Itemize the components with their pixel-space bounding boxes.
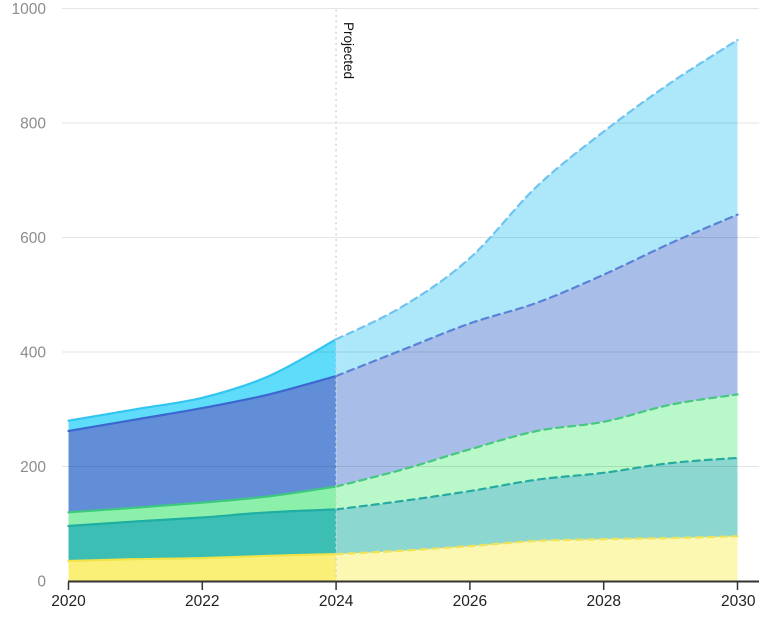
area-blue-projected [336,214,738,487]
y-tick-label: 400 [20,345,46,362]
x-tick-label: 2028 [586,593,620,610]
area-blue-actual [68,376,337,513]
area-light-blue-projected [336,40,738,376]
y-tick-label: 1000 [12,1,47,18]
area-yellow-projected [336,536,738,581]
area-light-blue-actual [68,339,337,431]
x-tick-label: 2026 [453,593,487,610]
line-blue-projected [335,213,739,378]
y-tick-label: 800 [20,116,46,133]
line-teal-projected [335,456,739,511]
y-tick-label: 0 [37,574,46,591]
area-teal-projected [336,457,738,555]
x-tick-label: 2022 [185,593,219,610]
line-yellow-actual [67,553,338,563]
y-tick-label: 600 [20,230,46,247]
line-light-blue-actual [67,338,338,422]
x-tick-label: 2020 [51,593,86,610]
x-tick-label: 2030 [721,593,756,610]
line-blue-actual [67,374,338,433]
line-yellow-projected [335,535,739,556]
area-green-projected [336,394,738,510]
y-tick-label: 200 [20,459,46,476]
line-green-projected [335,393,739,488]
area-yellow-actual [68,554,337,581]
line-teal-actual [67,508,338,528]
line-green-actual [67,485,338,514]
x-tick-label: 2024 [319,593,354,610]
projected-label: Projected [341,22,356,79]
line-light-blue-projected [335,38,739,341]
